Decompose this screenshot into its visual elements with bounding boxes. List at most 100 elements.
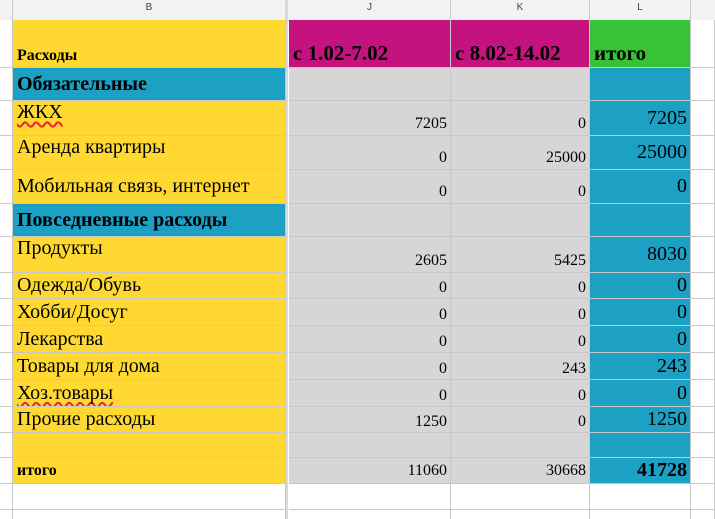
hidden-columns-separator[interactable] [285, 0, 288, 519]
cell[interactable] [590, 484, 691, 510]
cell[interactable] [0, 101, 13, 136]
cell[interactable] [0, 380, 13, 407]
row-week2-cell[interactable]: 0 [451, 299, 590, 326]
cell[interactable] [0, 20, 13, 68]
cell[interactable] [691, 299, 715, 326]
column-header-j[interactable]: J [289, 0, 451, 20]
cell[interactable] [0, 433, 13, 458]
column-header-a[interactable] [0, 0, 13, 20]
cell[interactable] [0, 273, 13, 299]
cell[interactable] [691, 136, 715, 170]
column-header-m[interactable] [691, 0, 715, 20]
cell[interactable] [691, 273, 715, 299]
cell[interactable] [0, 510, 13, 519]
cell[interactable] [0, 237, 13, 273]
row-week1-cell[interactable]: 0 [289, 353, 451, 380]
row-week1-cell[interactable]: 0 [289, 136, 451, 170]
cell[interactable] [590, 433, 691, 458]
column-header-k[interactable]: K [451, 0, 590, 20]
cell[interactable] [0, 170, 13, 204]
cell[interactable] [590, 204, 691, 237]
row-week2-cell[interactable]: 5425 [451, 237, 590, 273]
row-total-cell[interactable]: 0 [590, 170, 691, 204]
cell[interactable] [691, 380, 715, 407]
cell[interactable] [13, 433, 286, 458]
column-header-l[interactable]: L [590, 0, 691, 20]
column-header-b[interactable]: B [13, 0, 286, 20]
row-week2-cell[interactable]: 0 [451, 326, 590, 353]
cell[interactable] [289, 433, 451, 458]
row-week2-cell[interactable]: 0 [451, 101, 590, 136]
row-name-cell[interactable]: Продукты [13, 237, 286, 273]
footer-week2-total[interactable]: 30668 [451, 458, 590, 484]
row-total-cell[interactable]: 25000 [590, 136, 691, 170]
row-total-cell[interactable]: 7205 [590, 101, 691, 136]
header-total-cell[interactable]: итого [590, 20, 691, 68]
cell[interactable] [451, 433, 590, 458]
cell[interactable] [691, 458, 715, 484]
row-week2-cell[interactable]: 0 [451, 407, 590, 433]
cell[interactable] [691, 326, 715, 353]
row-week1-cell[interactable]: 0 [289, 273, 451, 299]
row-name-cell[interactable]: Хоз.товары [13, 380, 286, 407]
section-daily-cell[interactable]: Повседневные расходы [13, 204, 286, 237]
row-total-cell[interactable]: 243 [590, 353, 691, 380]
cell[interactable] [13, 484, 286, 510]
cell[interactable] [590, 510, 691, 519]
cell[interactable] [0, 353, 13, 380]
footer-week1-total[interactable]: 11060 [289, 458, 451, 484]
row-week2-cell[interactable]: 0 [451, 170, 590, 204]
row-name-cell[interactable]: Прочие расходы [13, 407, 286, 433]
cell[interactable] [0, 136, 13, 170]
cell[interactable] [0, 299, 13, 326]
cell[interactable] [451, 484, 590, 510]
cell[interactable] [0, 68, 13, 101]
cell[interactable] [590, 68, 691, 101]
row-week2-cell[interactable]: 0 [451, 273, 590, 299]
row-week2-cell[interactable]: 243 [451, 353, 590, 380]
row-total-cell[interactable]: 1250 [590, 407, 691, 433]
row-name-cell[interactable]: Мобильная связь, интернет [13, 170, 286, 204]
row-week1-cell[interactable]: 2605 [289, 237, 451, 273]
cell[interactable] [13, 510, 286, 519]
row-name-cell[interactable]: Хобби/Досуг [13, 299, 286, 326]
cell[interactable] [451, 68, 590, 101]
cell[interactable] [691, 433, 715, 458]
row-total-cell[interactable]: 0 [590, 380, 691, 407]
row-name-cell[interactable]: Лекарства [13, 326, 286, 353]
row-week2-cell[interactable]: 25000 [451, 136, 590, 170]
cell[interactable] [0, 407, 13, 433]
cell[interactable] [0, 458, 13, 484]
cell[interactable] [691, 101, 715, 136]
cell[interactable] [289, 68, 451, 101]
cell[interactable] [691, 510, 715, 519]
cell[interactable] [451, 204, 590, 237]
row-week1-cell[interactable]: 1250 [289, 407, 451, 433]
row-week1-cell[interactable]: 0 [289, 299, 451, 326]
row-name-cell[interactable]: Одежда/Обувь [13, 273, 286, 299]
cell[interactable] [451, 510, 590, 519]
row-total-cell[interactable]: 0 [590, 273, 691, 299]
cell[interactable] [691, 484, 715, 510]
row-name-cell[interactable]: ЖКХ [13, 101, 286, 136]
header-week2-cell[interactable]: с 8.02-14.02 [451, 20, 590, 68]
cell[interactable] [691, 204, 715, 237]
cell[interactable] [289, 484, 451, 510]
row-total-cell[interactable]: 0 [590, 326, 691, 353]
header-week1-cell[interactable]: с 1.02-7.02 [289, 20, 451, 68]
row-name-cell[interactable]: Аренда квартиры [13, 136, 286, 170]
footer-total-label[interactable]: итого [13, 458, 286, 484]
cell[interactable] [691, 170, 715, 204]
row-name-cell[interactable]: Товары для дома [13, 353, 286, 380]
cell[interactable] [691, 407, 715, 433]
cell[interactable] [691, 237, 715, 273]
cell[interactable] [289, 510, 451, 519]
footer-grand-total[interactable]: 41728 [590, 458, 691, 484]
row-week1-cell[interactable]: 0 [289, 170, 451, 204]
cell[interactable] [289, 204, 451, 237]
row-week1-cell[interactable]: 0 [289, 380, 451, 407]
row-week2-cell[interactable]: 0 [451, 380, 590, 407]
row-total-cell[interactable]: 0 [590, 299, 691, 326]
row-total-cell[interactable]: 8030 [590, 237, 691, 273]
section-mandatory-cell[interactable]: Обязательные [13, 68, 286, 101]
